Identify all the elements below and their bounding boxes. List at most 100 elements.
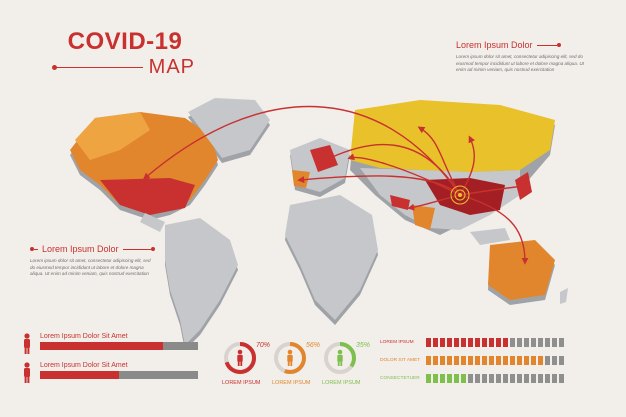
ring-percentage: 35% [356,342,371,349]
stat-bar-column: Lorem Ipsum Dolor Sit Amet [40,333,198,350]
heading-rule [122,248,151,250]
segment-cell [559,374,564,383]
person-icon [237,349,243,366]
segment-cell [517,356,522,365]
info-heading-left-text: Lorem Ipsum Dolor [42,244,119,254]
subtitle-row: MAP [52,56,195,79]
stat-bar-label: Lorem Ipsum Dolor Sit Amet [40,362,128,369]
segment-cell [510,356,515,365]
segment-cell [524,374,529,383]
segment-cell [538,356,543,365]
segment-cell [468,374,473,383]
heading-rule [536,44,557,46]
segment-cell [454,338,459,347]
segment-cell [552,356,557,365]
segment-cell [426,374,431,383]
map-land [70,98,568,350]
segment-cell [545,356,550,365]
segment-cell [440,338,445,347]
segment-cell [531,338,536,347]
segment-cell [538,338,543,347]
title-block: COVID-19 MAP [52,28,195,79]
segment-cell [545,338,550,347]
segment-cell [447,356,452,365]
segment-cell [433,338,438,347]
segment-row: CONSECTETUER [380,374,564,383]
stat-bar-fill [40,342,164,350]
segment-cell [510,374,515,383]
segment-cell [496,356,501,365]
segment-cell [559,338,564,347]
segment-cell [433,374,438,383]
segment-cell [475,338,480,347]
stat-bar-row: Lorem Ipsum Dolor Sit Amet [22,333,198,355]
segment-cell [503,338,508,347]
heading-rule [34,248,38,250]
info-block-right: Lorem Ipsum Dolor Lorem ipsum dolor sit … [456,40,586,74]
segment-cell [475,374,480,383]
segment-cell [545,374,550,383]
segment-cell [454,356,459,365]
info-text-left: Lorem ipsum dolor sit amet, consectetur … [30,258,151,276]
ring-stat: 70% LOREM IPSUM [222,340,272,386]
info-block-left: Lorem Ipsum Dolor Lorem ipsum dolor sit … [30,244,155,278]
heading-dot [30,247,34,251]
segment-bar [426,356,564,365]
segment-label: LOREM IPSUM [380,340,414,345]
segment-cell [461,356,466,365]
segment-cell [517,374,522,383]
segment-cell [517,338,522,347]
page-title: COVID-19 [67,28,183,55]
info-heading-left: Lorem Ipsum Dolor [30,244,155,254]
ring-percentage: 56% [306,342,321,349]
ring-percentage: 70% [256,342,271,349]
segment-cell [524,356,529,365]
segment-cell [524,338,529,347]
segment-bar [426,374,564,383]
person-icon [24,362,30,383]
info-text-right: Lorem ipsum dolor sit amet, consectetur … [456,54,584,72]
segment-row: DOLOR SIT AMET [380,356,564,365]
segment-cell [510,338,515,347]
segment-cell [496,338,501,347]
segment-cell [426,338,431,347]
segment-cell [454,374,459,383]
segment-cell [468,356,473,365]
ring-progress-arc [324,342,356,374]
stat-bar-row: Lorem Ipsum Dolor Sit Amet [22,362,198,384]
segment-cell [559,356,564,365]
segment-cell [447,338,452,347]
stat-bar-label: Lorem Ipsum Dolor Sit Amet [40,333,128,340]
stat-bar-column: Lorem Ipsum Dolor Sit Amet [40,362,198,379]
segment-cell [552,374,557,383]
segment-cell [461,338,466,347]
segment-cell [468,338,473,347]
segment-cell [475,356,480,365]
segment-cell [482,338,487,347]
outbreak-origin-marker [450,185,470,205]
ring-label: LOREM IPSUM [322,380,361,386]
page-subtitle: MAP [148,56,195,78]
segment-row: LOREM IPSUM [380,338,564,347]
segment-cell [489,338,494,347]
segment-cell [496,374,501,383]
segment-cell [538,374,543,383]
segment-cell [440,356,445,365]
ring-gauge [224,342,256,374]
ring-stat: 35% LOREM IPSUM [322,340,372,386]
info-heading-right-text: Lorem Ipsum Dolor [456,40,533,50]
segment-cell [433,356,438,365]
segment-cell [426,356,431,365]
segment-cell [482,356,487,365]
stat-bar-track [40,342,198,350]
segment-cell [461,374,466,383]
segment-label: DOLOR SIT AMET [380,358,421,363]
segment-cell [489,374,494,383]
segment-cell [531,374,536,383]
person-icon [287,349,293,366]
stat-bar-fill [40,371,119,379]
subtitle-rule [52,65,143,70]
segment-cell [531,356,536,365]
ring-gauge [324,342,356,374]
